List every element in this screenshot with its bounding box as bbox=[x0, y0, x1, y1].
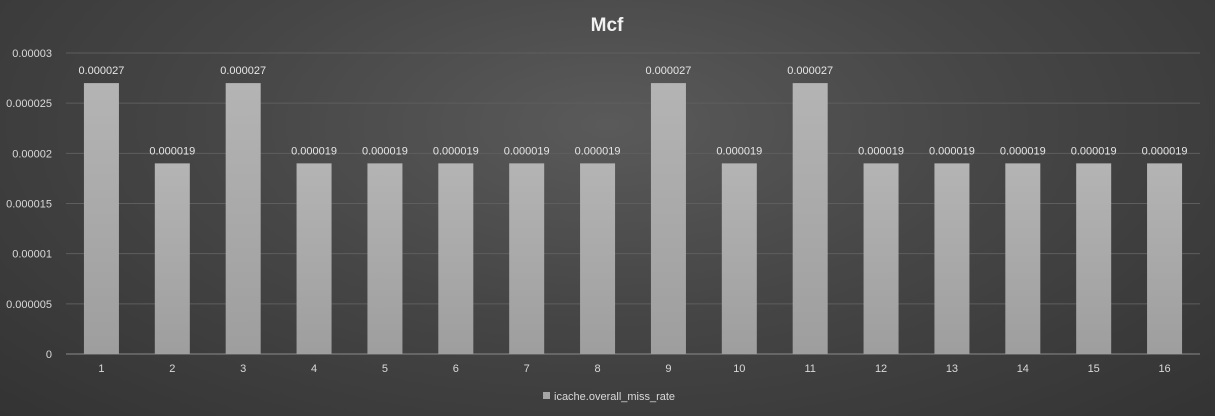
data-label: 0.000027 bbox=[787, 65, 833, 77]
bar bbox=[792, 83, 828, 354]
y-axis-ticks: 0 0.000005 0.00001 0.000015 0.00002 0.000025 0… bbox=[6, 48, 52, 361]
data-label: 0.000019 bbox=[504, 145, 550, 157]
x-tick-label: 6 bbox=[453, 363, 459, 375]
x-tick-label: 10 bbox=[733, 363, 745, 375]
bar bbox=[1076, 163, 1112, 354]
x-tick-label: 16 bbox=[1158, 363, 1170, 375]
legend-swatch bbox=[543, 392, 550, 399]
x-tick-label: 12 bbox=[875, 363, 887, 375]
data-label: 0.000019 bbox=[716, 145, 762, 157]
data-label: 0.000019 bbox=[1142, 145, 1188, 157]
y-tick-label: 0.000025 bbox=[6, 98, 52, 110]
bar bbox=[83, 83, 119, 354]
x-tick-label: 2 bbox=[169, 363, 175, 375]
bar bbox=[509, 163, 545, 354]
x-tick-label: 7 bbox=[524, 363, 530, 375]
data-label: 0.000019 bbox=[1071, 145, 1117, 157]
data-label: 0.000019 bbox=[575, 145, 621, 157]
legend-label: icache.overall_miss_rate bbox=[554, 391, 675, 403]
y-tick-label: 0.000005 bbox=[6, 299, 52, 311]
bar bbox=[1147, 163, 1183, 354]
x-tick-label: 13 bbox=[946, 363, 958, 375]
bar bbox=[863, 163, 899, 354]
x-tick-label: 3 bbox=[240, 363, 246, 375]
bar bbox=[154, 163, 190, 354]
data-label: 0.000019 bbox=[149, 145, 195, 157]
y-tick-label: 0.000015 bbox=[6, 199, 52, 211]
chart-title: Mcf bbox=[591, 15, 624, 36]
data-label: 0.000019 bbox=[362, 145, 408, 157]
data-label: 0.000019 bbox=[929, 145, 975, 157]
x-tick-label: 14 bbox=[1017, 363, 1029, 375]
data-labels: 0.000027 0.000019 0.000027 0.000019 0.000019… bbox=[78, 65, 1187, 157]
x-tick-label: 4 bbox=[311, 363, 317, 375]
data-label: 0.000027 bbox=[78, 65, 124, 77]
x-tick-label: 1 bbox=[98, 363, 104, 375]
x-tick-label: 11 bbox=[804, 363, 815, 375]
bars bbox=[83, 83, 1183, 354]
bar bbox=[650, 83, 686, 354]
bar bbox=[438, 163, 474, 354]
data-label: 0.000027 bbox=[645, 65, 691, 77]
y-tick-label: 0.00003 bbox=[12, 48, 52, 60]
bar bbox=[580, 163, 616, 354]
legend: icache.overall_miss_rate bbox=[543, 391, 675, 403]
bar bbox=[296, 163, 332, 354]
data-label: 0.000019 bbox=[291, 145, 337, 157]
y-tick-label: 0.00001 bbox=[12, 249, 52, 261]
data-label: 0.000019 bbox=[1000, 145, 1046, 157]
bar bbox=[225, 83, 261, 354]
data-label: 0.000019 bbox=[433, 145, 479, 157]
y-tick-label: 0 bbox=[46, 349, 52, 361]
x-axis-ticks: 1 2 3 4 5 6 7 8 9 10 11 12 13 14 15 16 bbox=[98, 363, 1170, 375]
bar bbox=[367, 163, 403, 354]
x-tick-label: 9 bbox=[665, 363, 671, 375]
bar bbox=[934, 163, 970, 354]
x-tick-label: 15 bbox=[1088, 363, 1100, 375]
data-label: 0.000019 bbox=[858, 145, 904, 157]
data-label: 0.000027 bbox=[220, 65, 266, 77]
x-tick-label: 8 bbox=[595, 363, 601, 375]
bar bbox=[721, 163, 757, 354]
y-tick-label: 0.00002 bbox=[12, 148, 52, 160]
bar bbox=[1005, 163, 1041, 354]
x-tick-label: 5 bbox=[382, 363, 388, 375]
